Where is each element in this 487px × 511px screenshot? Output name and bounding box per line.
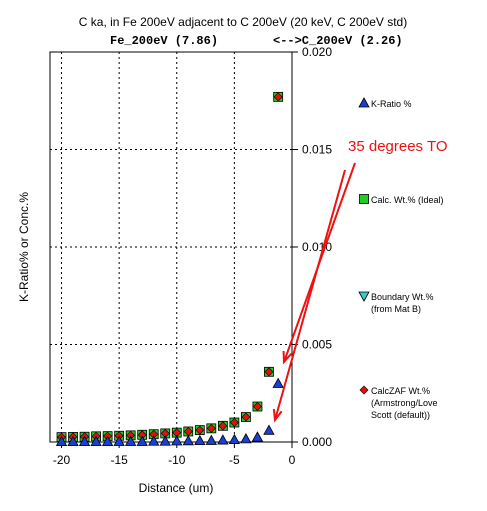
y-tick-label: 0.020	[302, 45, 332, 59]
data-point-series-3	[206, 423, 216, 433]
x-tick-label: -20	[53, 453, 71, 467]
x-axis-label: Distance (um)	[139, 481, 214, 495]
data-point-series-3	[264, 367, 274, 377]
x-tick-label: 0	[289, 453, 296, 467]
grid	[50, 52, 292, 442]
data-point-series-0	[171, 435, 183, 446]
x-tick-label: -10	[168, 453, 186, 467]
annotation-text: 35 degrees TO	[348, 138, 448, 155]
data-point-series-0	[272, 377, 284, 388]
x-tick-label: -15	[110, 453, 128, 467]
data-point-series-0	[263, 424, 275, 435]
data-point-series-0	[113, 435, 125, 446]
data-point-series-0	[136, 435, 148, 446]
legend-marker-3	[359, 385, 369, 395]
x-tick-label: -5	[229, 453, 240, 467]
data-point-series-0	[182, 435, 194, 446]
y-tick-label: 0.005	[302, 338, 332, 352]
legend-label-k-ratio: K-Ratio %	[371, 99, 412, 109]
data-point-series-0	[124, 435, 137, 446]
data-point-series-0	[148, 435, 160, 446]
annotation-arrowhead-0	[282, 350, 293, 365]
y-tick-label: 0.000	[302, 435, 332, 449]
data-point-series-3	[273, 92, 283, 102]
annotation-arrow-1	[274, 169, 346, 421]
data-point-series-0	[67, 435, 79, 447]
data-point-series-0	[90, 435, 102, 447]
subtitle-left: Fe_200eV (7.86)	[110, 34, 218, 48]
legend-marker-0	[358, 97, 370, 108]
chart-title: C ka, in Fe 200eV adjacent to C 200eV (2…	[79, 15, 407, 29]
data-point-series-0	[205, 434, 218, 445]
legend-label-calczaf: CalcZAF Wt.%	[371, 386, 430, 396]
legend-marker-2	[358, 291, 370, 302]
data-point-series-3	[195, 425, 205, 435]
data-point-series-0	[55, 435, 68, 447]
annotation-arrowhead-1	[272, 408, 283, 423]
data-points	[55, 91, 284, 447]
data-point-series-3	[241, 412, 251, 422]
annotation-arrows	[272, 162, 356, 423]
subtitle-right: <-->C_200eV (2.26)	[273, 34, 403, 48]
legend: K-Ratio % Calc. Wt.% (Ideal) Boundary Wt…	[358, 97, 444, 420]
data-point-series-0	[228, 433, 241, 445]
legend-label-boundary: Boundary Wt.%	[371, 292, 434, 302]
data-point-series-0	[194, 434, 206, 446]
data-point-series-3	[218, 421, 228, 431]
legend-label-calczaf-line2: (Armstrong/Love	[371, 398, 438, 408]
y-tick-label: 0.015	[302, 143, 332, 157]
data-point-series-3	[252, 402, 262, 411]
data-point-series-0	[240, 433, 252, 444]
data-point-series-3	[229, 418, 239, 427]
legend-marker-1	[359, 194, 369, 204]
data-point-series-0	[159, 435, 171, 446]
data-point-series-0	[251, 431, 264, 442]
data-point-series-0	[101, 435, 114, 447]
data-point-series-0	[78, 435, 91, 447]
data-point-series-0	[217, 434, 229, 445]
y-axis-label: K-Ratio% or Conc.%	[17, 192, 31, 302]
legend-label-calczaf-line3: Scott (default))	[371, 410, 430, 420]
legend-label-boundary-line2: (from Mat B)	[371, 304, 421, 314]
legend-label-calc-wt: Calc. Wt.% (Ideal)	[371, 195, 444, 205]
legend-markers	[358, 97, 370, 395]
